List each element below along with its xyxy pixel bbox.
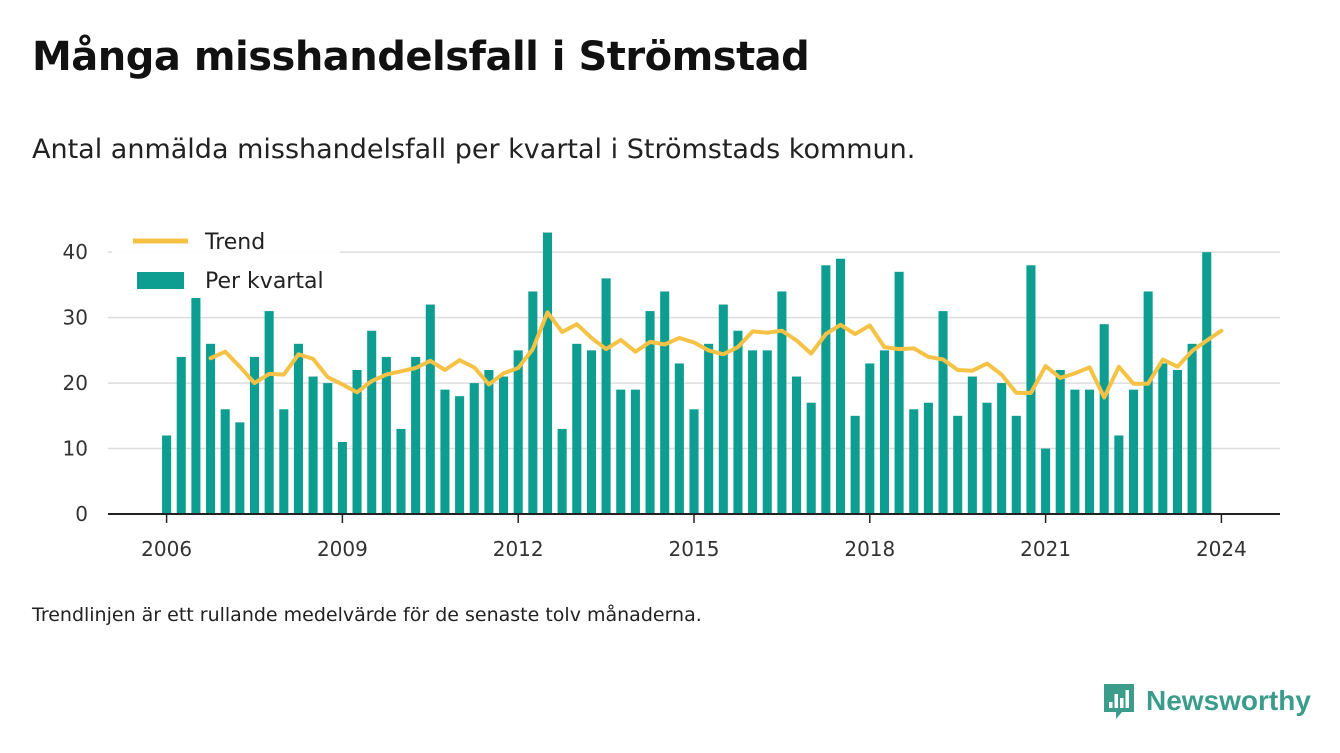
- x-tick-label: 2012: [493, 537, 544, 561]
- bar: [982, 402, 992, 514]
- bar: [967, 376, 977, 514]
- bar: [938, 311, 948, 514]
- bar: [293, 343, 303, 514]
- bar: [264, 311, 274, 514]
- bar: [1172, 370, 1182, 514]
- axes: 0 10 20 30 40 2006 2009 2012 2015 2018 2021 2024: [63, 240, 1280, 561]
- bar: [220, 409, 230, 514]
- trend-line: [208, 310, 1224, 400]
- bar: [792, 376, 802, 514]
- trend-line-group: [208, 310, 1224, 400]
- bar: [718, 304, 728, 514]
- bar: [953, 415, 963, 514]
- bar: [367, 330, 377, 514]
- bar: [923, 402, 933, 514]
- bar: [586, 350, 596, 514]
- bar: [352, 370, 362, 514]
- bar: [733, 330, 743, 514]
- legend-label-trend: Trend: [204, 230, 265, 255]
- y-tick-label: 20: [63, 371, 88, 395]
- newsworthy-logo: Newsworthy: [1102, 682, 1311, 720]
- bar: [777, 291, 787, 514]
- bar: [674, 363, 684, 514]
- bar: [455, 396, 465, 514]
- bar: [1202, 252, 1212, 514]
- bar: [821, 265, 831, 514]
- y-tick-label: 10: [63, 437, 88, 461]
- bar: [191, 298, 201, 514]
- bar: [660, 291, 670, 514]
- bar: [1099, 324, 1109, 514]
- bar: [308, 376, 318, 514]
- bar: [1128, 389, 1139, 514]
- legend-label-per-kvartal: Per kvartal: [205, 269, 324, 294]
- bar: [381, 356, 391, 514]
- bar: [425, 304, 435, 514]
- newsworthy-logo-icon: [1104, 684, 1134, 719]
- bar: [835, 258, 846, 514]
- brand-name: Newsworthy: [1146, 685, 1311, 716]
- bar-chart: 0 10 20 30 40 2006 2009 2012 2015 2018 2021 2024 Tr…: [63, 226, 1280, 561]
- legend-bar-swatch: [137, 272, 184, 289]
- bar: [1158, 363, 1168, 514]
- bar: [572, 343, 582, 514]
- bar: [528, 291, 538, 514]
- bar: [748, 350, 758, 514]
- bar: [704, 343, 714, 514]
- bar: [557, 428, 567, 514]
- y-tick-label: 0: [75, 502, 88, 526]
- bar: [1055, 370, 1065, 514]
- bar: [909, 409, 919, 514]
- bar: [879, 350, 889, 514]
- bar: [396, 428, 406, 514]
- bar: [323, 383, 333, 514]
- x-tick-label: 2024: [1196, 537, 1247, 561]
- bar: [645, 311, 655, 514]
- x-tick-label: 2015: [669, 537, 720, 561]
- bar: [689, 409, 699, 514]
- bar: [279, 409, 289, 514]
- bar: [806, 402, 816, 514]
- y-tick-label: 30: [63, 306, 88, 330]
- bar: [484, 370, 494, 514]
- bar: [542, 232, 553, 514]
- chart-subtitle: Antal anmälda misshandelsfall per kvarta…: [32, 134, 916, 165]
- bar: [469, 383, 479, 514]
- x-tick-label: 2006: [141, 537, 192, 561]
- x-tick-label: 2018: [844, 537, 895, 561]
- x-tick-label: 2021: [1020, 537, 1071, 561]
- bar: [850, 415, 860, 514]
- bar: [865, 363, 875, 514]
- bar: [1041, 448, 1051, 514]
- legend: Trend Per kvartal: [112, 226, 340, 298]
- bar: [1143, 291, 1153, 514]
- bar: [162, 435, 172, 514]
- bar: [513, 350, 523, 514]
- chart-title: Många misshandelsfall i Strömstad: [32, 34, 810, 80]
- bar: [630, 389, 640, 514]
- bar: [206, 343, 216, 514]
- bar: [1070, 389, 1080, 514]
- bar: [1011, 415, 1021, 514]
- bar: [411, 356, 421, 514]
- bar: [176, 356, 186, 514]
- bars: [162, 232, 1212, 514]
- bar: [440, 389, 450, 514]
- bar: [894, 271, 904, 514]
- bar: [762, 350, 772, 514]
- x-tick-label: 2009: [317, 537, 368, 561]
- bar: [997, 383, 1007, 514]
- y-tick-label: 40: [63, 240, 88, 264]
- bar: [1187, 343, 1197, 514]
- bar: [1114, 435, 1124, 514]
- bar: [337, 442, 347, 514]
- bar: [249, 356, 260, 514]
- bar: [1085, 389, 1095, 514]
- bar: [499, 376, 509, 514]
- bar: [601, 278, 611, 514]
- bar: [235, 422, 245, 514]
- footnote: Trendlinjen är ett rullande medelvärde f…: [32, 604, 702, 626]
- bar: [616, 389, 626, 514]
